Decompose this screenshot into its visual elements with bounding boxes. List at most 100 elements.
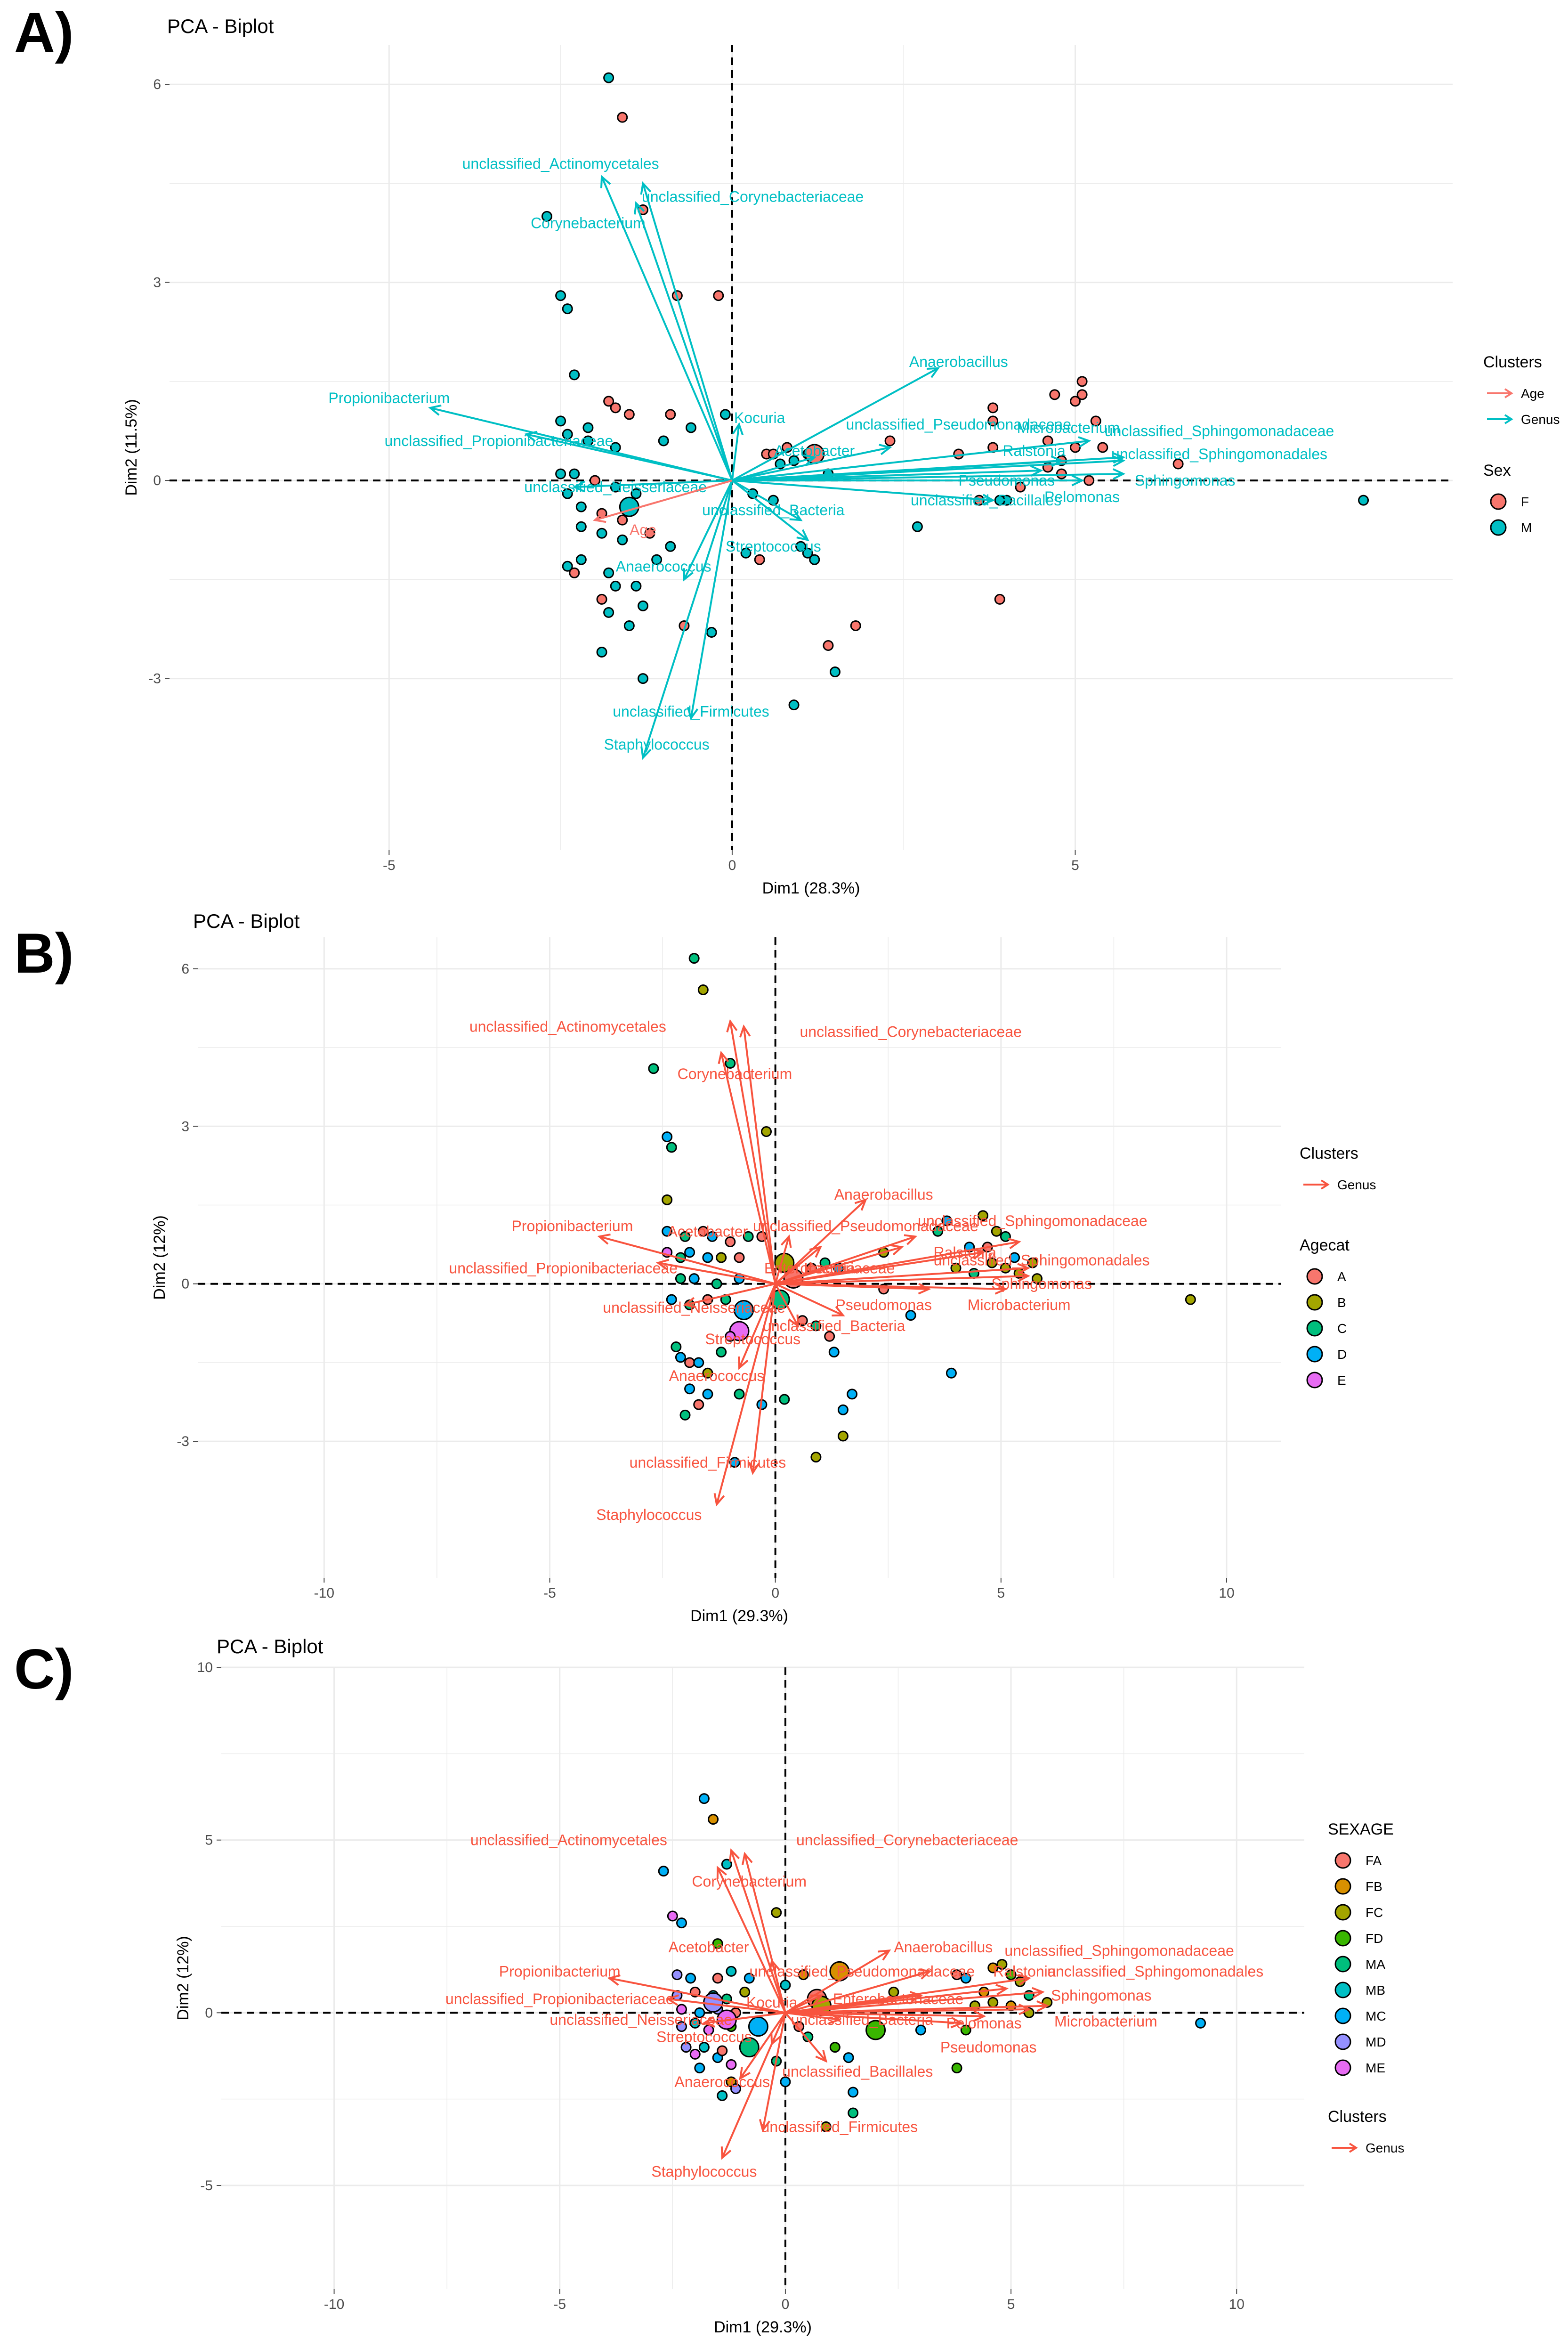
- data-point: [987, 415, 999, 427]
- points: [648, 953, 1196, 1468]
- data-point: [771, 1907, 782, 1918]
- vector-arrow: [720, 1052, 776, 1284]
- data-point: [987, 1962, 999, 1974]
- data-point: [761, 1126, 772, 1137]
- legend-item-label: F: [1521, 495, 1529, 509]
- data-point: [1090, 415, 1101, 427]
- vector-arrowhead: [1018, 1974, 1031, 1986]
- vector-arrowhead: [634, 201, 645, 215]
- vector-label: Anaerobacillus: [834, 1186, 933, 1203]
- vector-label: Age: [630, 521, 656, 538]
- legend-item-label: MD: [1366, 2035, 1386, 2049]
- data-point: [562, 560, 573, 572]
- x-tick-label: 5: [997, 1585, 1005, 1601]
- data-point: [541, 211, 552, 222]
- data-point: [1070, 396, 1081, 407]
- data-point: [739, 1986, 751, 1998]
- legend-arrowhead-key: [1349, 2143, 1358, 2153]
- vector-label: unclassified_Bacillales: [911, 492, 1061, 509]
- data-point: [978, 1210, 988, 1221]
- data-point: [603, 72, 614, 83]
- data-point: [829, 2042, 841, 2053]
- vector-arrowhead: [910, 1991, 923, 2003]
- data-point: [666, 1294, 677, 1305]
- data-point: [729, 1457, 740, 1468]
- vector-label: unclassified_Firmicutes: [630, 1454, 786, 1471]
- vector-label: unclassified_Pseudomonadaceae: [750, 1963, 975, 1980]
- data-point: [688, 1273, 700, 1284]
- vector-arrowhead: [572, 481, 585, 493]
- data-point: [694, 2007, 705, 2018]
- legend-arrowhead-key: [1504, 388, 1513, 398]
- vector-arrow: [732, 473, 1123, 482]
- data-point: [1049, 389, 1060, 400]
- vector-arrowhead: [815, 2050, 828, 2063]
- vector-arrowhead: [687, 707, 699, 721]
- vector-label: Pelomonas: [1044, 488, 1120, 505]
- vector-arrow: [685, 1283, 776, 1306]
- panel-3: C) PCA - Biplot -10 -5 0 5 10 -5 0 5 10 Dim1 (29.3%…: [14, 1635, 1405, 2336]
- vector-label: Streptococcus: [726, 538, 821, 555]
- legend-point-key: [1306, 1294, 1323, 1311]
- data-point: [739, 2037, 760, 2058]
- data-point: [637, 600, 648, 611]
- vector-label: unclassified_Bacteria: [763, 1317, 905, 1334]
- vector-arrowhead: [803, 454, 817, 466]
- data-point: [676, 1917, 687, 1929]
- vector-arrow: [775, 1283, 1006, 1290]
- vector-label: unclassified_Sphingomonadales: [934, 1252, 1150, 1269]
- vector-label: Pseudomonas: [940, 2039, 1037, 2056]
- y-tick-label: -3: [148, 671, 161, 687]
- vector-label: Corynebacterium: [531, 214, 646, 231]
- vector-label: unclassified_Pseudomonadaceae: [753, 1218, 978, 1234]
- vector-arrow: [775, 1199, 866, 1285]
- legend-point-key: [1306, 1372, 1323, 1389]
- data-point: [1195, 2017, 1206, 2029]
- vector-label: unclassified_Propionibacteriaceae: [445, 1990, 674, 2007]
- vector-label: Acetobacter: [668, 1223, 748, 1240]
- vector-arrowhead: [640, 746, 652, 760]
- vector-arrow: [642, 480, 733, 758]
- vector-arrowhead: [789, 510, 803, 521]
- vector-arrowhead: [995, 1984, 1009, 1996]
- legend-item-label: B: [1337, 1295, 1346, 1310]
- data-point: [697, 1226, 709, 1237]
- data-point: [1083, 475, 1095, 486]
- vector-arrowhead: [854, 1198, 867, 1211]
- data-point: [740, 547, 752, 559]
- vectors: unclassified_Actinomycetales unclassified…: [445, 1832, 1263, 2180]
- vector-label: unclassified_Pseudomonadaceae: [846, 416, 1072, 433]
- data-point: [810, 1452, 822, 1463]
- points-legend-title: SEXAGE: [1328, 1820, 1394, 1838]
- x-axis-title: Dim1 (28.3%): [762, 879, 860, 897]
- data-point: [744, 1973, 755, 1984]
- data-point: [689, 2048, 701, 2060]
- panel-letter: A): [14, 1, 74, 64]
- vector-label: unclassified_Sphingomonadaceae: [918, 1212, 1147, 1229]
- data-point: [1097, 442, 1108, 453]
- vector-label: unclassified_Sphingomonadales: [1111, 446, 1327, 463]
- vector-arrowhead: [702, 2016, 715, 2028]
- vector-arrow: [658, 1262, 776, 1285]
- data-point: [912, 521, 923, 532]
- vector-label: Anaerococcus: [674, 2073, 770, 2090]
- vector-arrow: [785, 1988, 1007, 2014]
- panel-letter: B): [14, 922, 74, 985]
- data-point: [734, 1389, 745, 1400]
- vector-arrowhead: [832, 1306, 845, 1316]
- data-point: [996, 1959, 1008, 1970]
- x-tick-label: -10: [314, 1585, 334, 1601]
- data-point: [658, 435, 669, 447]
- data-point: [730, 2083, 741, 2095]
- vector-arrowhead: [918, 1283, 931, 1295]
- vector-arrowhead: [973, 2010, 986, 2022]
- vector-arrowhead: [1032, 1987, 1045, 1999]
- points: [541, 72, 1369, 711]
- vector-label: Corynebacterium: [678, 1065, 792, 1082]
- data-point: [905, 1310, 916, 1321]
- vector-arrow: [785, 1970, 930, 2014]
- data-point: [671, 1969, 683, 1981]
- vector-arrowhead: [1071, 474, 1084, 487]
- vector-arrow: [784, 1949, 890, 2014]
